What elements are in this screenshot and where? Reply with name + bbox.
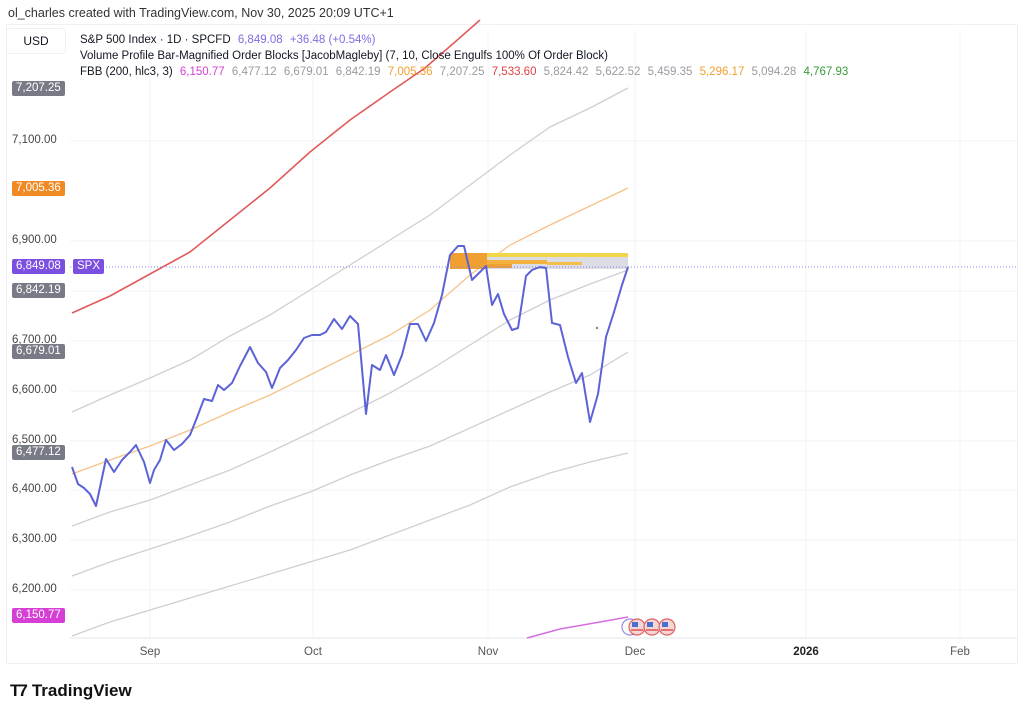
price-tag-fbb-upper-1: 7,005.36 xyxy=(12,181,65,196)
price-label: 6,700.00 xyxy=(12,334,57,346)
tradingview-brand[interactable]: T7 TradingView xyxy=(10,681,132,701)
indicator-2-label: FBB (200, hlc3, 3) xyxy=(80,66,173,78)
economic-event-markers[interactable] xyxy=(621,618,676,636)
us-flag-icon xyxy=(628,618,646,636)
price-label: 6,200.00 xyxy=(12,583,57,595)
fbb-lower-3-line xyxy=(526,616,629,639)
fbb-value: 5,622.52 xyxy=(595,66,641,78)
fbb-value: 5,459.35 xyxy=(647,66,693,78)
time-label: Feb xyxy=(950,646,970,658)
fbb-value: 7,005.36 xyxy=(387,66,433,78)
price-tag-fbb-lower-3: 6,150.77 xyxy=(12,608,65,623)
symbol-title[interactable]: S&P 500 Index · 1D · SPCFD xyxy=(80,34,231,46)
time-label: Nov xyxy=(477,646,499,658)
currency-selector[interactable]: USD xyxy=(6,28,66,54)
last-price: 6,849.08 xyxy=(237,34,283,46)
time-label-year: 2026 xyxy=(793,646,819,658)
time-label: Sep xyxy=(139,646,161,658)
price-label: 6,500.00 xyxy=(12,434,57,446)
price-change: +36.48 (+0.54%) xyxy=(289,34,376,46)
price-label: 6,900.00 xyxy=(12,234,57,246)
brand-name: TradingView xyxy=(31,681,132,700)
grid-lines xyxy=(70,30,1017,638)
fbb-value: 4,767.93 xyxy=(803,66,849,78)
time-label: Dec xyxy=(624,646,646,658)
fbb-value: 6,477.12 xyxy=(231,66,277,78)
price-tag-fbb-upper-2: 7,207.25 xyxy=(12,81,65,96)
fbb-value: 6,842.19 xyxy=(335,66,381,78)
chart-credit: ol_charles created with TradingView.com,… xyxy=(8,6,394,20)
price-label: 6,600.00 xyxy=(12,384,57,396)
tradingview-logo-icon: T7 xyxy=(10,681,28,700)
fbb-value: 5,296.17 xyxy=(699,66,745,78)
fbb-value: 6,679.01 xyxy=(283,66,329,78)
legend-indicator-1[interactable]: Volume Profile Bar-Magnified Order Block… xyxy=(80,48,852,64)
fbb-value: 7,207.25 xyxy=(439,66,485,78)
fbb-lower-1-line xyxy=(71,351,629,577)
legend-indicator-2[interactable]: FBB (200, hlc3, 3) 6,150.77 6,477.12 6,6… xyxy=(80,64,852,80)
fbb-value: 6,150.77 xyxy=(179,66,225,78)
price-label: 6,400.00 xyxy=(12,483,57,495)
us-flag-icon xyxy=(658,618,676,636)
symbol-tag-spx: SPX xyxy=(73,259,105,274)
fbb-upper-2-line xyxy=(71,87,629,413)
legend-symbol-row: S&P 500 Index · 1D · SPCFD 6,849.08 +36.… xyxy=(80,32,852,48)
price-tag-last: 6,849.08 xyxy=(12,259,65,274)
chart-legend: S&P 500 Index · 1D · SPCFD 6,849.08 +36.… xyxy=(80,32,852,80)
fbb-lower-2-line xyxy=(71,452,629,637)
order-block xyxy=(450,253,628,269)
price-tag-fbb-lower-1: 6,679.01 xyxy=(12,344,65,359)
price-label: 6,300.00 xyxy=(12,533,57,545)
price-tag-fbb-basis: 6,842.19 xyxy=(12,283,65,298)
us-flag-icon xyxy=(643,618,661,636)
fbb-upper-3-line xyxy=(71,19,481,314)
chart-frame xyxy=(6,24,1018,664)
fbb-value: 5,094.28 xyxy=(751,66,797,78)
fbb-upper-1-line xyxy=(71,187,629,475)
fbb-basis-line xyxy=(71,269,629,527)
indicator-1-label: Volume Profile Bar-Magnified Order Block… xyxy=(80,50,608,62)
price-tag-fbb-lower-2: 6,477.12 xyxy=(12,445,65,460)
fbb-value: 7,533.60 xyxy=(491,66,537,78)
spx-price-line xyxy=(71,245,629,507)
price-label: 7,100.00 xyxy=(12,134,57,146)
fbb-value: 5,824.42 xyxy=(543,66,589,78)
time-label: Oct xyxy=(304,646,322,658)
